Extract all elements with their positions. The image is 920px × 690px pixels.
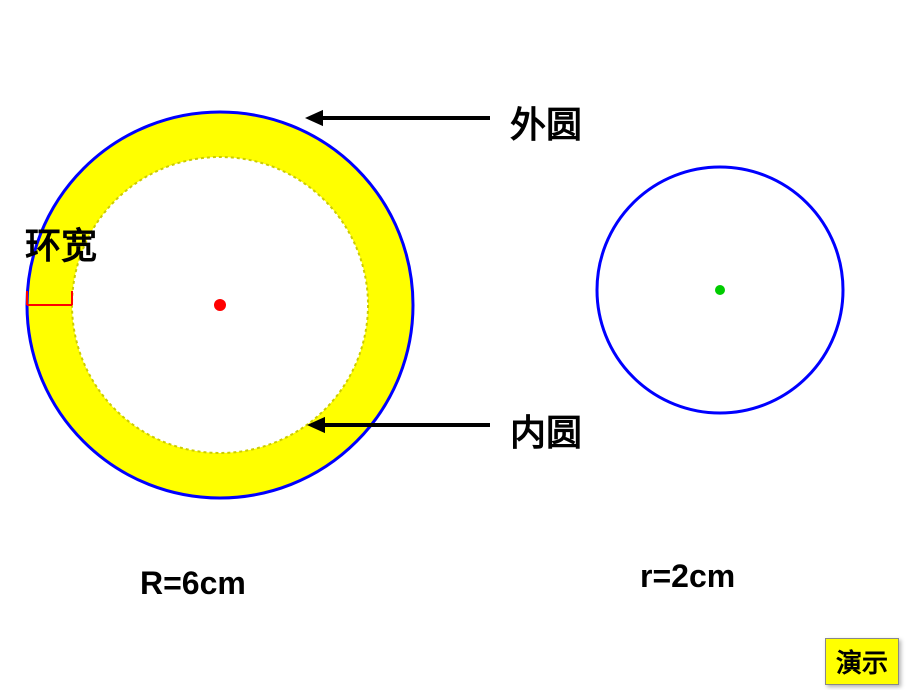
annulus-center-dot (214, 299, 226, 311)
outer-arrow-head (305, 110, 323, 126)
diagram-canvas (0, 0, 920, 690)
small-circle-center-dot (715, 285, 725, 295)
outer-circle-label: 外圆 (510, 96, 582, 148)
outer-radius-dim: R=6cm (140, 565, 246, 602)
demo-button[interactable]: 演示 (825, 638, 899, 685)
ring-width-label: 环宽 (25, 217, 97, 269)
inner-circle-label: 内圆 (510, 404, 582, 456)
inner-radius-dim: r=2cm (640, 558, 735, 595)
